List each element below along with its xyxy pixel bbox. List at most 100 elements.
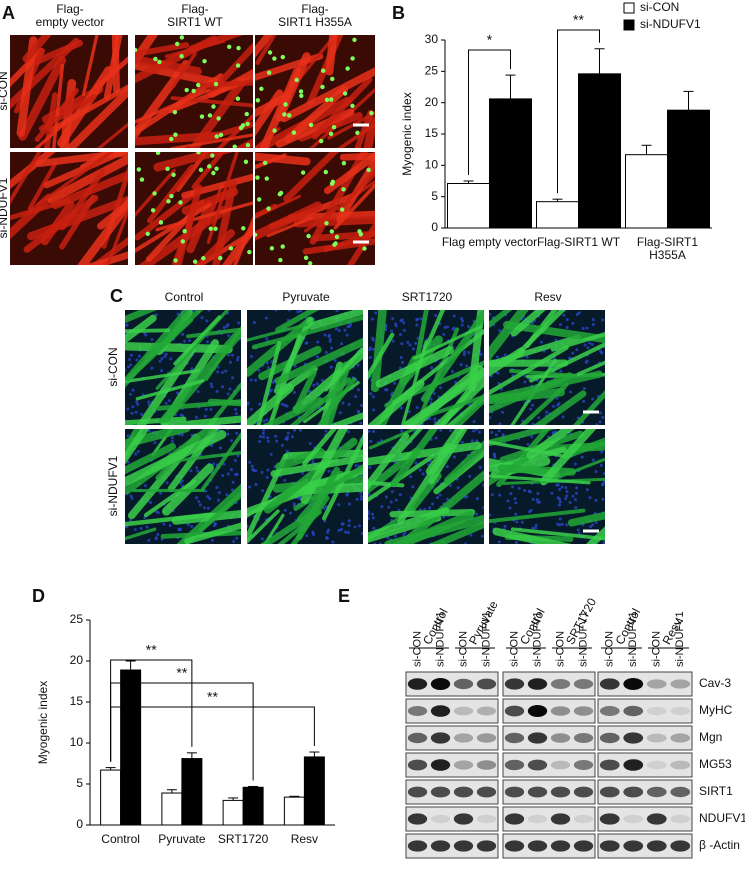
- nucleus: [357, 229, 362, 234]
- bar: [100, 769, 122, 826]
- nucleus: [199, 114, 205, 119]
- nucleus: [591, 397, 595, 401]
- x-tick-label: Flag empty vector: [441, 235, 538, 249]
- fiber: [255, 89, 284, 137]
- nucleus: [359, 491, 363, 495]
- fiber: [206, 184, 224, 226]
- nucleus: [555, 483, 559, 487]
- fiber: [307, 310, 363, 330]
- nucleus: [175, 41, 180, 47]
- column-header: Resv: [534, 290, 562, 304]
- legend-label: si-CON: [640, 0, 679, 14]
- fiber: [539, 429, 597, 486]
- nucleus: [283, 102, 288, 107]
- blot-band: [573, 706, 594, 716]
- fiber: [125, 314, 157, 344]
- blot-band: [599, 732, 620, 744]
- nucleus: [235, 536, 239, 540]
- nucleus: [278, 257, 283, 263]
- lane-label: si-CON: [651, 631, 663, 667]
- nucleus: [341, 160, 347, 166]
- nucleus: [285, 435, 289, 439]
- fiber: [247, 509, 280, 544]
- nucleus: [259, 435, 263, 439]
- bar: [120, 669, 142, 826]
- nucleus: [599, 463, 603, 467]
- nucleus: [328, 339, 332, 343]
- fiber: [105, 206, 128, 265]
- fiber: [52, 63, 65, 148]
- blot-band: [453, 760, 474, 770]
- nucleus: [180, 239, 186, 244]
- nucleus: [330, 346, 334, 350]
- nucleus: [221, 385, 225, 389]
- nucleus: [236, 358, 240, 362]
- nucleus: [160, 357, 164, 361]
- micrograph: [255, 35, 375, 148]
- fiber: [510, 527, 605, 541]
- fiber: [328, 412, 363, 425]
- nucleus: [260, 537, 264, 541]
- nucleus: [438, 493, 442, 497]
- blot-band: [670, 814, 691, 824]
- fiber: [262, 397, 324, 425]
- nucleus: [213, 226, 218, 232]
- nucleus: [248, 460, 252, 464]
- nucleus: [250, 464, 254, 468]
- fiber: [300, 429, 348, 504]
- fiber: [550, 332, 605, 352]
- fiber: [10, 193, 53, 240]
- nucleus: [254, 378, 258, 382]
- nucleus: [191, 88, 196, 94]
- blot-band: [670, 840, 691, 852]
- nucleus: [401, 361, 405, 365]
- nucleus: [497, 540, 501, 544]
- nucleus: [514, 512, 518, 516]
- lane-label: si-NDUFV1: [627, 611, 639, 667]
- fiber: [255, 194, 301, 219]
- blot-band: [407, 840, 428, 852]
- nucleus: [320, 84, 325, 90]
- nucleus: [389, 500, 393, 504]
- nucleus: [490, 430, 494, 434]
- nucleus: [323, 169, 329, 175]
- fiber: [65, 86, 128, 148]
- blot-band: [407, 678, 428, 690]
- lane-label: si-NDUFV1: [531, 611, 543, 667]
- micrograph: [247, 429, 363, 544]
- micrograph: [125, 310, 241, 425]
- nucleus: [342, 91, 348, 96]
- fiber: [201, 431, 241, 491]
- nucleus: [178, 200, 183, 205]
- fiber: [103, 35, 123, 100]
- nucleus: [348, 324, 352, 328]
- nucleus: [249, 378, 253, 382]
- nucleus: [262, 419, 266, 423]
- nucleus: [136, 402, 140, 406]
- nucleus: [186, 523, 190, 527]
- nucleus: [472, 420, 476, 424]
- protein-label: MG53: [699, 757, 732, 771]
- nucleus: [329, 97, 334, 102]
- fiber: [489, 347, 526, 377]
- nucleus: [192, 259, 198, 264]
- fiber: [327, 111, 375, 140]
- nucleus: [511, 485, 515, 489]
- fiber: [247, 383, 294, 425]
- nucleus: [154, 313, 158, 317]
- nucleus: [451, 328, 455, 332]
- lane-label: si-CON: [457, 631, 469, 667]
- blot-band: [527, 732, 548, 744]
- nucleus: [360, 531, 363, 535]
- x-tick-label: SRT1720: [217, 832, 269, 846]
- nucleus: [156, 532, 160, 536]
- nucleus: [200, 316, 204, 320]
- fibers: [368, 429, 484, 544]
- nucleus: [220, 371, 224, 375]
- fiber: [489, 310, 529, 362]
- nucleus: [515, 520, 519, 524]
- fiber: [125, 527, 157, 541]
- nucleus: [169, 357, 173, 361]
- nucleus: [211, 170, 216, 176]
